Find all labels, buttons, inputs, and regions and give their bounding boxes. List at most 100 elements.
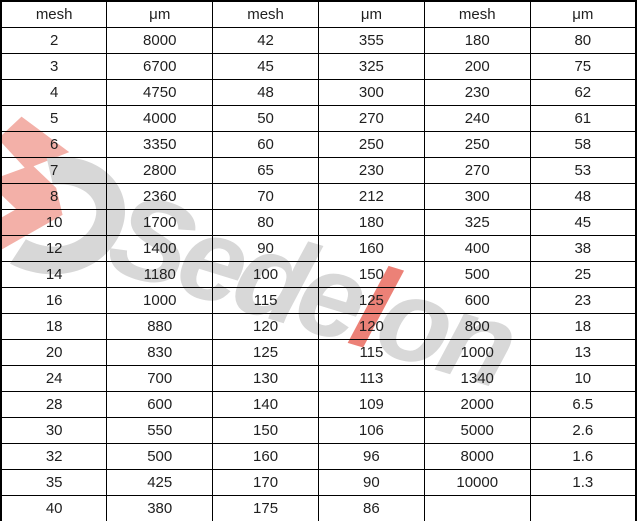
table-row: 12 1400 90 160 400 38 [0, 235, 637, 262]
table-cell: 800 [423, 313, 531, 340]
table-cell: 1400 [106, 235, 214, 262]
table-cell: 106 [317, 417, 425, 444]
table-cell: 8000 [423, 443, 531, 470]
table-cell: 300 [423, 183, 531, 210]
table-body: 2 8000 42 355 180 80 3 6700 45 325 200 75 4 4750 48 300… [0, 27, 637, 521]
table-cell: 400 [423, 235, 531, 262]
table-cell: 1.3 [529, 469, 637, 496]
table-cell: 90 [317, 469, 425, 496]
table-cell: 40 [0, 495, 108, 521]
table-row: 24 700 130 113 1340 10 [0, 365, 637, 392]
table-cell: 2800 [106, 157, 214, 184]
table-cell: 180 [317, 209, 425, 236]
table-cell: 1700 [106, 209, 214, 236]
table-cell: 1000 [106, 287, 214, 314]
table-cell: 270 [423, 157, 531, 184]
table-cell: 8000 [106, 27, 214, 54]
table-cell: 1000 [423, 339, 531, 366]
table-cell: 10 [0, 209, 108, 236]
table-cell: 4 [0, 79, 108, 106]
table-cell: 61 [529, 105, 637, 132]
table-cell: 5 [0, 105, 108, 132]
table-cell: 53 [529, 157, 637, 184]
table-cell: 6 [0, 131, 108, 158]
table-cell: 58 [529, 131, 637, 158]
table-cell: 700 [106, 365, 214, 392]
table-cell: 48 [529, 183, 637, 210]
column-header: mesh [423, 0, 531, 28]
table-cell: 13 [529, 339, 637, 366]
table-cell: 65 [212, 157, 319, 184]
table-cell: 120 [317, 313, 425, 340]
column-header: μm [106, 0, 214, 28]
table-cell: 1180 [106, 261, 214, 288]
table-cell: 1340 [423, 365, 531, 392]
table-cell [423, 495, 531, 521]
table-cell: 25 [529, 261, 637, 288]
table-cell: 2 [0, 27, 108, 54]
table-cell: 38 [529, 235, 637, 262]
table-cell: 355 [317, 27, 425, 54]
table-cell: 86 [317, 495, 425, 521]
table-cell: 2360 [106, 183, 214, 210]
table-row: 16 1000 115 125 600 23 [0, 287, 637, 314]
table-cell: 42 [212, 27, 319, 54]
table-cell: 2.6 [529, 417, 637, 444]
table-cell: 160 [212, 443, 319, 470]
table-cell: 32 [0, 443, 108, 470]
table-cell: 20 [0, 339, 108, 366]
table-cell: 14 [0, 261, 108, 288]
table-cell: 3 [0, 53, 108, 80]
table-cell: 35 [0, 469, 108, 496]
table-cell: 880 [106, 313, 214, 340]
table-row: 28 600 140 109 2000 6.5 [0, 391, 637, 418]
table-row: 2 8000 42 355 180 80 [0, 27, 637, 54]
table-cell: 18 [0, 313, 108, 340]
table-row: 14 1180 100 150 500 25 [0, 261, 637, 288]
table-cell: 200 [423, 53, 531, 80]
column-header: μm [317, 0, 425, 28]
table-cell: 24 [0, 365, 108, 392]
table-cell: 90 [212, 235, 319, 262]
table-cell: 16 [0, 287, 108, 314]
table-cell: 300 [317, 79, 425, 106]
table-cell: 130 [212, 365, 319, 392]
table-row: 3 6700 45 325 200 75 [0, 53, 637, 80]
table-cell: 550 [106, 417, 214, 444]
table-cell: 325 [423, 209, 531, 236]
table-cell: 240 [423, 105, 531, 132]
table-cell: 125 [317, 287, 425, 314]
table-cell: 45 [529, 209, 637, 236]
table-header-row: mesh μm mesh μm mesh μm [0, 0, 637, 28]
table-cell: 425 [106, 469, 214, 496]
table-cell: 160 [317, 235, 425, 262]
table-cell: 23 [529, 287, 637, 314]
column-header: mesh [212, 0, 319, 28]
column-header: μm [529, 0, 637, 28]
table-row: 40 380 175 86 [0, 495, 637, 521]
table-cell: 150 [317, 261, 425, 288]
table-row: 32 500 160 96 8000 1.6 [0, 443, 637, 470]
table-cell: 4000 [106, 105, 214, 132]
table-cell: 80 [212, 209, 319, 236]
table-cell: 250 [423, 131, 531, 158]
table-row: 7 2800 65 230 270 53 [0, 157, 637, 184]
table-cell: 115 [317, 339, 425, 366]
table-cell: 180 [423, 27, 531, 54]
table-cell: 10000 [423, 469, 531, 496]
table-cell: 600 [106, 391, 214, 418]
table-row: 4 4750 48 300 230 62 [0, 79, 637, 106]
table-cell: 830 [106, 339, 214, 366]
table-cell: 50 [212, 105, 319, 132]
table-cell: 2000 [423, 391, 531, 418]
table-row: 5 4000 50 270 240 61 [0, 105, 637, 132]
table-cell: 3350 [106, 131, 214, 158]
table-cell: 7 [0, 157, 108, 184]
table-cell: 10 [529, 365, 637, 392]
table-cell: 28 [0, 391, 108, 418]
table-cell: 48 [212, 79, 319, 106]
table-cell: 230 [317, 157, 425, 184]
table-cell: 500 [106, 443, 214, 470]
table-cell [529, 495, 637, 521]
table-cell: 150 [212, 417, 319, 444]
